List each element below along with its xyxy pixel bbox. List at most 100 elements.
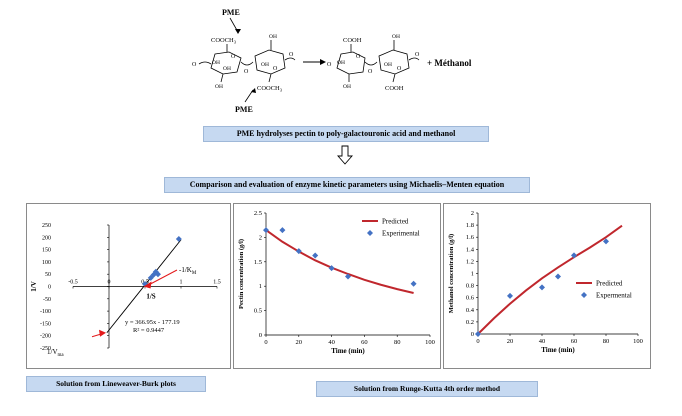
hydroxyl-4b: OH	[384, 62, 392, 68]
product-ring-1	[336, 51, 366, 75]
predicted-line	[477, 224, 623, 335]
y-tick-label: 0.6	[466, 295, 475, 302]
acid-group-2: COOH	[385, 85, 404, 92]
y-tick-label: -50	[43, 297, 51, 303]
experimental-point	[539, 284, 545, 291]
experimental-point	[555, 273, 561, 280]
y-tick-label: 0.4	[466, 307, 475, 314]
experimental-point	[475, 331, 481, 337]
hydroxyl-3a: OH	[337, 60, 345, 66]
experimental-point	[571, 252, 577, 259]
y-axis-label: Methanol concentration (g/l)	[448, 234, 455, 313]
fit-r-squared: R² = 0.9447	[133, 327, 165, 334]
experimental-point	[295, 248, 302, 255]
x-tick-label: 40	[328, 339, 335, 346]
lineweaver-burk-chart: -0.500.511.5250200150100500-50-100-150-2…	[30, 223, 221, 358]
reaction-scheme: PME COOCH3 O OH OH OH O O OH OH O COOCH3…	[192, 8, 472, 114]
acid-group-1: COOH	[343, 37, 362, 44]
methanol-concentration-chart: 0 20 40 60 80 100 2 1.8 1.6 1.4 1.2 1 0.8 0.6 0.4 0.2 0 T…	[448, 210, 643, 354]
x-tick-label: 20	[296, 339, 303, 346]
y-tick-label: 1	[471, 271, 474, 278]
x-tick-label: 80	[603, 338, 610, 345]
x-tick-label: 0	[476, 338, 479, 345]
y-tick-label: 1	[259, 283, 262, 290]
x-tick-label: 20	[507, 338, 514, 345]
y-tick-label: 200	[42, 235, 51, 241]
y-tick-label: 2	[259, 234, 262, 241]
hydroxyl-1a: OH	[212, 60, 220, 66]
y-tick-label: 0.2	[466, 319, 474, 326]
y-tick-label: -150	[40, 321, 51, 327]
glycosidic-o-4: O	[327, 62, 332, 68]
y-tick-label: 250	[42, 223, 51, 229]
y-tick-label: 1.4	[466, 246, 475, 253]
experimental-point	[507, 292, 513, 299]
x-tick-label: 100	[633, 338, 643, 345]
experimental-point	[279, 227, 286, 234]
y-tick-label: 1.6	[466, 234, 475, 241]
y-axis-label: 1/V	[30, 281, 38, 292]
ester-group-2: COOCH3	[257, 85, 283, 93]
y-tick-label: 2	[471, 210, 474, 217]
methanol-product: + Méthanol	[427, 58, 472, 68]
glycosidic-o-3: O	[289, 52, 294, 58]
experimental-point	[263, 227, 269, 234]
lineweaver-burk-panel: -0.500.511.5250200150100500-50-100-150-2…	[26, 203, 231, 369]
x-axis-label: Time (min)	[541, 346, 575, 354]
legend-point-swatch	[581, 292, 587, 298]
x-tick-label: 1.5	[213, 280, 221, 286]
experimental-point	[410, 280, 417, 287]
y-tick-label: -100	[40, 309, 51, 315]
ring-oxygen-4: O	[397, 66, 402, 72]
y-tick-label: 0	[259, 332, 262, 339]
hydroxyl-1b: OH	[223, 66, 231, 72]
vmax-arrowhead	[99, 329, 106, 337]
km-arrow	[147, 269, 178, 286]
hydroxyl-2a: OH	[269, 34, 277, 40]
banner-comparison: Comparison and evaluation of enzyme kine…	[164, 177, 530, 193]
data-point	[175, 236, 182, 243]
pectin-panel: 0 20 40 60 80 100 2.5 2 1.5 1 0.5 0 Time (min) Pectin…	[233, 203, 441, 369]
y-tick-label: 0.8	[466, 283, 474, 290]
product-ring-2	[378, 49, 410, 75]
legend-label: Expermental	[596, 292, 632, 300]
enzyme-label-bottom: PME	[235, 105, 253, 114]
hydroxyl-1c: OH	[215, 84, 223, 90]
y-tick-label: 150	[42, 248, 51, 254]
y-tick-label: 50	[45, 272, 51, 278]
x-tick-label: 1	[180, 280, 183, 286]
y-tick-label: -200	[40, 334, 51, 340]
hydroxyl-2b: OH	[261, 62, 269, 68]
vmax-annotation: 1/Vma	[47, 348, 64, 358]
experimental-point	[345, 273, 351, 280]
experimental-point	[328, 265, 335, 272]
methanol-panel: 0 20 40 60 80 100 2 1.8 1.6 1.4 1.2 1 0.8 0.6 0.4 0.2 0 T…	[443, 203, 651, 369]
fit-line	[106, 239, 182, 334]
x-tick-label: 100	[425, 339, 435, 346]
banner-hydrolysis: PME hydrolyses pectin to poly-galactouro…	[203, 126, 489, 142]
pectin-ring-1	[210, 51, 242, 75]
ring-oxygen-1: O	[231, 54, 236, 60]
data-point	[147, 274, 154, 281]
y-axis-label: Pectin concentration (g/l)	[238, 239, 245, 309]
legend-point-swatch	[367, 230, 373, 236]
fit-equation: y = 366.95x - 177.19	[125, 319, 180, 326]
x-tick-label: 0	[264, 339, 267, 346]
y-tick-label: 1.2	[466, 258, 474, 265]
caption-lineweaver: Solution from Lineweaver-Burk plots	[26, 376, 206, 392]
hydroxyl-3b: OH	[343, 84, 351, 90]
km-annotation: -1/KM	[179, 266, 197, 276]
glycosidic-o-5: O	[368, 69, 373, 75]
pectin-concentration-chart: 0 20 40 60 80 100 2.5 2 1.5 1 0.5 0 Time (min) Pectin…	[238, 210, 435, 355]
y-tick-label: 0.5	[254, 308, 262, 315]
ring-oxygen-3: O	[356, 54, 361, 60]
glycosidic-o-2: O	[244, 69, 249, 75]
y-tick-label: 2.5	[254, 210, 262, 217]
legend-label: Predicted	[382, 218, 409, 226]
caption-runge-kutta: Solution from Runge-Kutta 4th order meth…	[316, 381, 538, 397]
y-tick-label: 100	[42, 260, 51, 266]
data-point	[142, 281, 148, 288]
x-tick-label: 80	[394, 339, 401, 346]
ring-oxygen-2: O	[273, 66, 278, 72]
km-arrowhead	[143, 281, 152, 289]
